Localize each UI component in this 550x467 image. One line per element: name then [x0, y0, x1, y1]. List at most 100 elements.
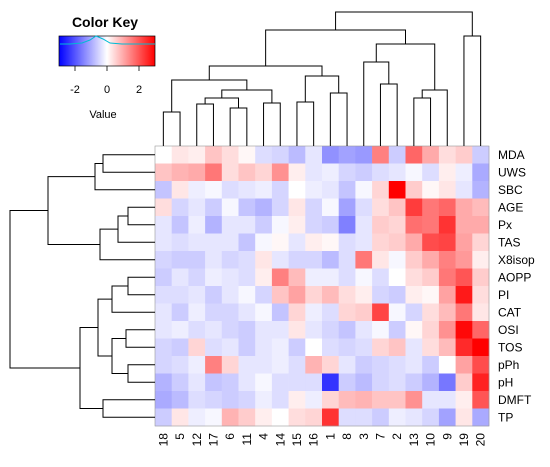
color-key-ticks: -2 0 2	[70, 66, 142, 96]
heatmap-cell	[238, 268, 256, 287]
heatmap-cell	[338, 321, 356, 339]
heatmap-cell	[388, 268, 406, 287]
heatmap-cell	[405, 338, 423, 357]
dendrogram-branch	[125, 329, 155, 348]
dendrogram-branch	[94, 163, 155, 191]
heatmap-cell	[322, 286, 339, 304]
heatmap-cell	[271, 373, 289, 392]
column-label: 1	[323, 433, 337, 440]
heatmap-cell	[322, 146, 339, 164]
row-label: pPh	[498, 358, 519, 372]
heatmap-cell	[238, 163, 256, 182]
heatmap-cell	[288, 181, 306, 199]
heatmap-cell	[355, 286, 373, 304]
row-label: X8isop	[498, 253, 535, 267]
heatmap-cell	[288, 163, 306, 182]
column-label: 12	[190, 433, 204, 447]
heatmap-cell	[255, 163, 273, 182]
heatmap-cell	[238, 146, 256, 164]
heatmap-cell	[188, 286, 206, 304]
heatmap-cell	[405, 216, 423, 234]
heatmap-cell	[438, 356, 456, 374]
heatmap-cell	[322, 321, 339, 339]
heatmap-cell	[372, 338, 390, 357]
heatmap-cell	[372, 286, 390, 304]
row-label: CAT	[498, 305, 522, 319]
heatmap-cell	[388, 373, 406, 392]
heatmap-cell	[171, 163, 189, 182]
heatmap-cell	[388, 146, 406, 164]
heatmap-cell	[438, 303, 456, 322]
heatmap-cell	[221, 233, 239, 252]
heatmap-cell	[255, 408, 273, 427]
heatmap-cell	[338, 408, 356, 427]
heatmap-cell	[288, 373, 306, 392]
heatmap-cell	[305, 408, 323, 427]
row-label: TP	[498, 410, 513, 424]
column-label: 17	[206, 433, 220, 447]
heatmap-cell	[322, 373, 339, 392]
heatmap-cell	[388, 338, 406, 357]
heatmap-cell	[271, 268, 289, 287]
dendrogram-branch	[79, 327, 103, 409]
heatmap-cell	[238, 408, 256, 427]
heatmap-cell	[221, 251, 239, 269]
heatmap-cell	[438, 216, 456, 234]
heatmap-cell	[338, 391, 356, 409]
dendrogram-branch	[304, 75, 340, 102]
dendrogram-branch	[263, 102, 281, 146]
heatmap-cell	[271, 408, 289, 427]
heatmap-cell	[322, 233, 339, 252]
heatmap-cell	[388, 163, 406, 182]
heatmap-cell	[155, 356, 172, 374]
heatmap-cell	[288, 198, 306, 217]
heatmap-cell	[355, 338, 373, 357]
heatmap-cell	[305, 356, 323, 374]
heatmap-cell	[171, 181, 189, 199]
heatmap-cell	[171, 338, 189, 357]
heatmap-cell	[422, 391, 440, 409]
dendrogram-branch	[47, 176, 100, 245]
heatmap-cell	[188, 181, 206, 199]
heatmap-cell	[322, 391, 339, 409]
heatmap-cell	[188, 163, 206, 182]
heatmap-cell	[422, 268, 440, 287]
row-label: MDA	[498, 148, 525, 162]
heatmap-cell	[338, 181, 356, 199]
column-label: 3	[357, 433, 371, 440]
heatmap-cell	[221, 356, 239, 374]
heatmap-cell	[221, 373, 239, 392]
heatmap-cell	[171, 233, 189, 252]
heatmap-cell	[355, 268, 373, 287]
heatmap-cell	[255, 356, 273, 374]
heatmap-cell	[322, 251, 339, 269]
heatmap-cell	[438, 146, 456, 164]
heatmap-cell	[288, 216, 306, 234]
heatmap-cell	[338, 356, 356, 374]
heatmap-cell	[322, 268, 339, 287]
heatmap-cell	[472, 408, 490, 427]
heatmap-cell	[255, 391, 273, 409]
heatmap-cell	[255, 373, 273, 392]
heatmap-cell	[422, 408, 440, 427]
heatmap-cell	[155, 233, 172, 252]
heatmap-cell	[322, 356, 339, 374]
heatmap-cell	[238, 303, 256, 322]
heatmap-cell	[405, 303, 423, 322]
heatmap-cell	[388, 391, 406, 409]
dendrogram-branch	[379, 83, 398, 146]
heatmap-cell	[221, 408, 239, 427]
heatmap-cell	[155, 146, 172, 164]
heatmap-cell	[372, 373, 390, 392]
heatmap-cell	[288, 286, 306, 304]
heatmap-cell	[288, 391, 306, 409]
heatmap-cell	[188, 408, 206, 427]
heatmap-cell	[338, 146, 356, 164]
row-label: PI	[498, 288, 509, 302]
heatmap-cell	[288, 303, 306, 322]
heatmap-cell	[255, 198, 273, 217]
heatmap-cell	[355, 181, 373, 199]
heatmap-cell	[355, 251, 373, 269]
heatmap-cell	[171, 391, 189, 409]
heatmap-cell	[422, 321, 440, 339]
